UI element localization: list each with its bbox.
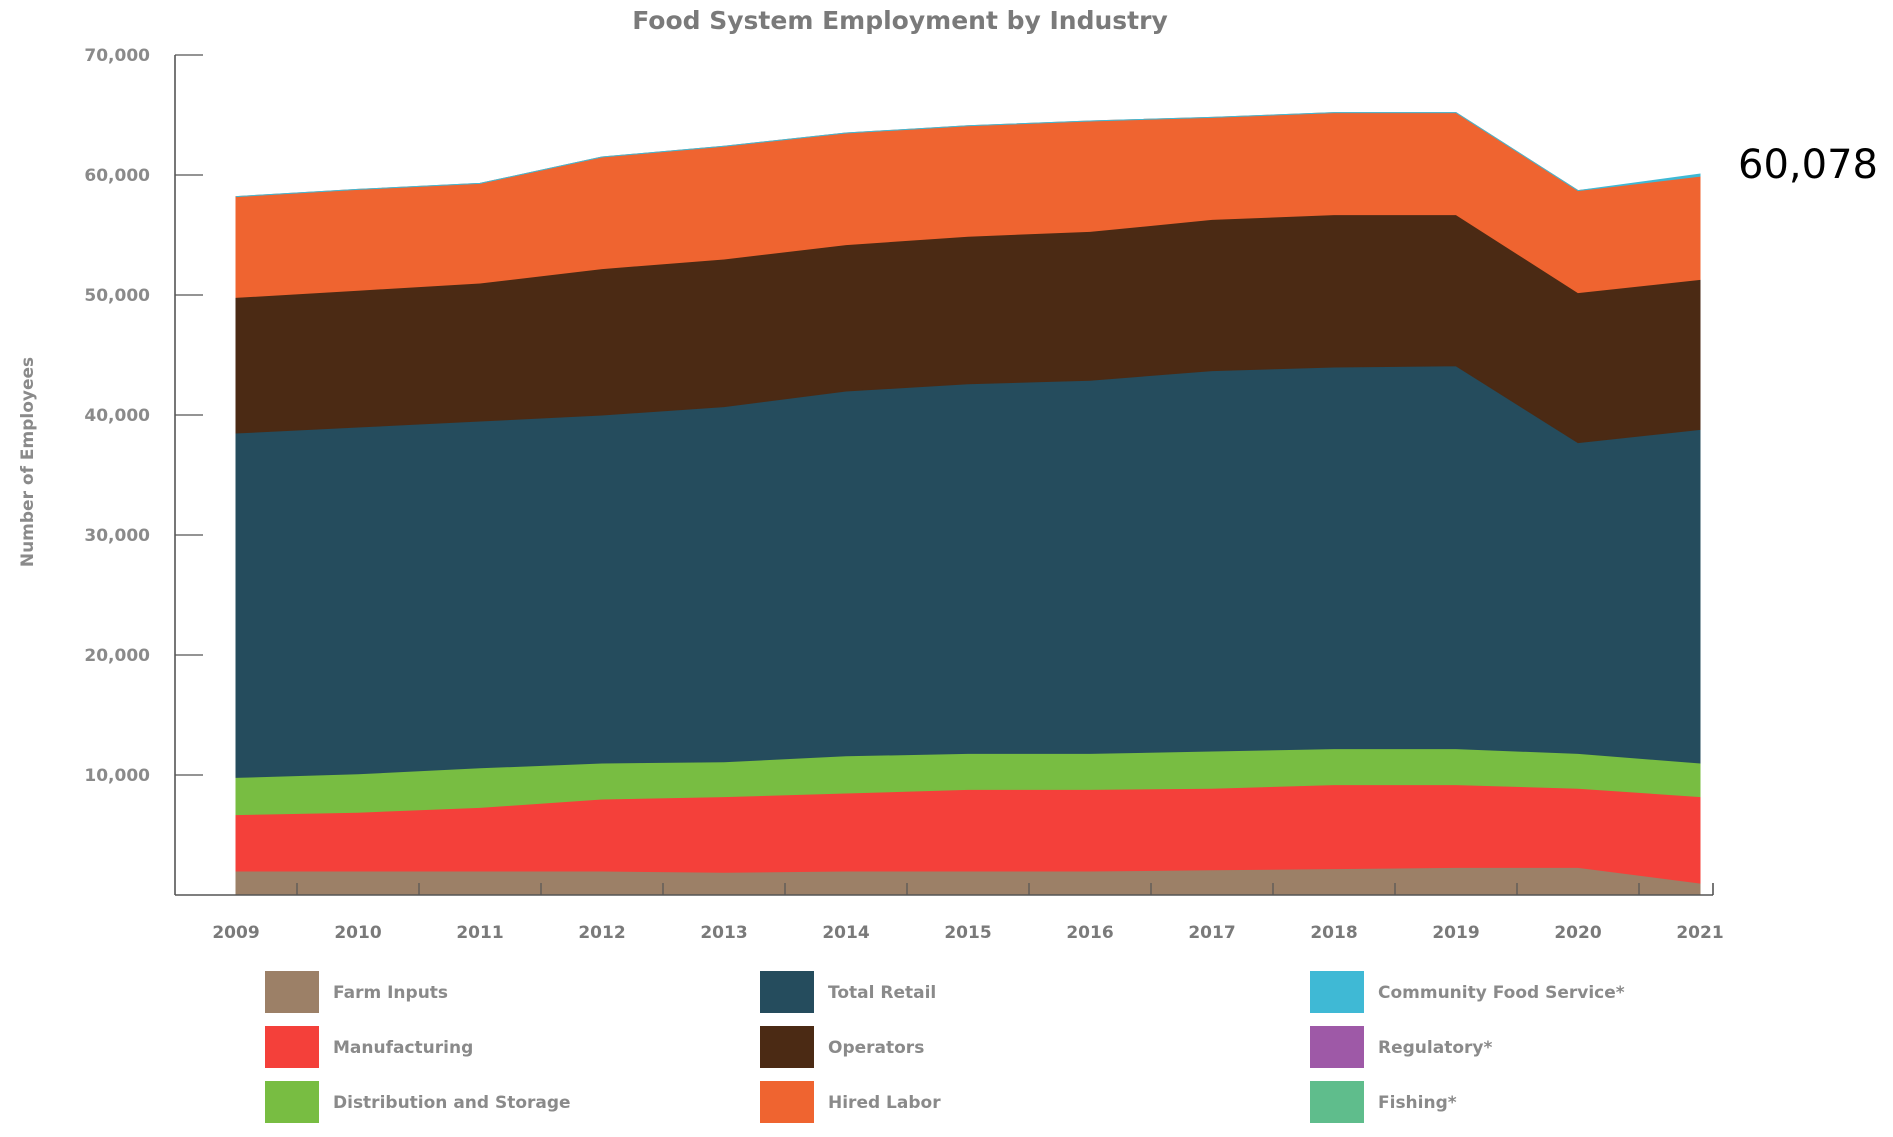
- y-axis-label: Number of Employees: [18, 357, 38, 567]
- x-tick-label: 2014: [822, 923, 869, 943]
- legend-item: Hired Labor: [760, 1081, 941, 1123]
- x-tick-label: 2018: [1310, 923, 1357, 943]
- axes-group: [174, 54, 1714, 896]
- legend-swatch: [1310, 971, 1364, 1013]
- x-tick-label: 2020: [1554, 923, 1601, 943]
- legend-swatch: [265, 1081, 319, 1123]
- legend-swatch: [265, 971, 319, 1013]
- legend-item: Community Food Service*: [1310, 971, 1625, 1013]
- legend-item: Farm Inputs: [265, 971, 448, 1013]
- y-tick-label: 60,000: [84, 166, 150, 186]
- x-tick-label: 2009: [212, 923, 259, 943]
- x-tick-label: 2013: [700, 923, 747, 943]
- x-tick-label: 2016: [1066, 923, 1113, 943]
- legend-swatch: [265, 1026, 319, 1068]
- legend-label: Operators: [828, 1038, 924, 1058]
- legend-label: Fishing*: [1378, 1093, 1457, 1113]
- y-tick-label: 40,000: [84, 406, 150, 426]
- legend-item: Manufacturing: [265, 1026, 473, 1068]
- legend-item: Total Retail: [760, 971, 936, 1013]
- x-tick-label: 2012: [578, 923, 625, 943]
- legend-item: Distribution and Storage: [265, 1081, 571, 1123]
- x-tick-label: 2017: [1188, 923, 1235, 943]
- legend-item: Operators: [760, 1026, 924, 1068]
- y-tick-label: 50,000: [84, 286, 150, 306]
- legend-swatch: [1310, 1026, 1364, 1068]
- y-tick-label: 30,000: [84, 526, 150, 546]
- legend-label: Total Retail: [828, 983, 936, 1003]
- legend-swatch: [760, 1081, 814, 1123]
- chart-title: Food System Employment by Industry: [632, 6, 1168, 35]
- legend-item: Regulatory*: [1310, 1026, 1492, 1068]
- legend-item: Fishing*: [1310, 1081, 1457, 1123]
- x-tick-label: 2010: [334, 923, 381, 943]
- legend-swatch: [760, 971, 814, 1013]
- area-total-retail: [235, 365, 1701, 778]
- legend-swatch: [1310, 1081, 1364, 1123]
- legend-swatch: [760, 1026, 814, 1068]
- legend-label: Hired Labor: [828, 1093, 941, 1113]
- area-community-food-service: [235, 112, 1701, 198]
- legend-label: Regulatory*: [1378, 1038, 1492, 1058]
- legend-label: Manufacturing: [333, 1038, 473, 1058]
- area-farm-inputs: [235, 866, 1701, 896]
- x-tick-label: 2015: [944, 923, 991, 943]
- y-tick-label: 10,000: [84, 766, 150, 786]
- x-tick-labels: 2009 2010 2011 2012 2013 2014 2015 2016 2017 2018…: [212, 923, 1723, 943]
- legend-label: Community Food Service*: [1378, 983, 1625, 1003]
- legend-label: Distribution and Storage: [333, 1093, 571, 1113]
- x-tick-label: 2021: [1676, 923, 1723, 943]
- legend: Farm Inputs Manufacturing Distribution and…: [265, 971, 1625, 1123]
- x-tick-label: 2011: [456, 923, 503, 943]
- total-annotation: 60,078: [1738, 142, 1878, 188]
- y-tick-label: 70,000: [84, 46, 150, 66]
- legend-label: Farm Inputs: [333, 983, 448, 1003]
- y-tick-label: 20,000: [84, 646, 150, 666]
- x-tick-label: 2019: [1432, 923, 1479, 943]
- y-tick-labels: 10,000 20,000 30,000 40,000 50,000 60,000 70,0…: [84, 46, 150, 786]
- area-series-group: [235, 112, 1701, 896]
